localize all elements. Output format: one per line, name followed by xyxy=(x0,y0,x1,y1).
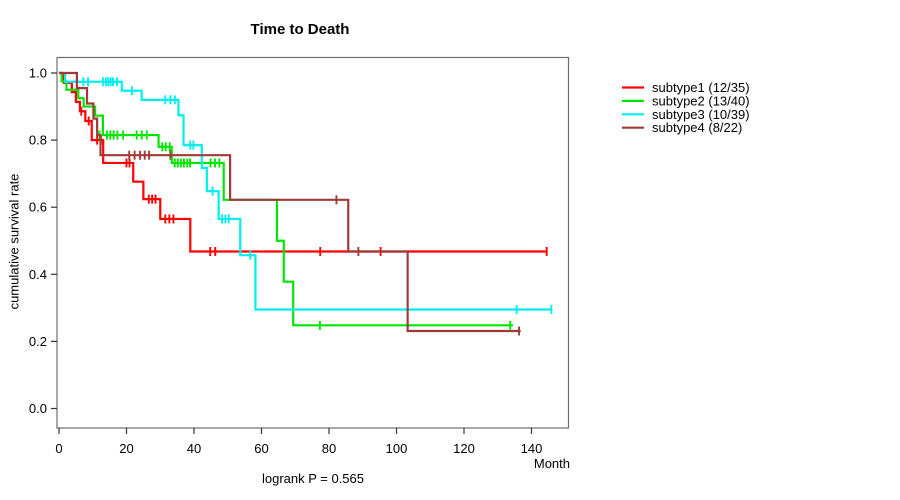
legend-label-subtype3: subtype3 (10/39) xyxy=(652,107,750,122)
x-tick-label: 140 xyxy=(521,441,543,456)
logrank-pvalue-note: logrank P = 0.565 xyxy=(261,471,365,486)
x-axis-label: Month xyxy=(533,456,570,471)
legend-label-subtype4: subtype4 (8/22) xyxy=(652,120,742,135)
survival-curve-subtype1 xyxy=(59,71,547,253)
y-tick-label: 0.8 xyxy=(29,133,47,148)
x-tick-label: 40 xyxy=(187,441,201,456)
y-axis-label: cumulative survival rate xyxy=(6,173,22,310)
legend-label-subtype1: subtype1 (12/35) xyxy=(652,80,750,95)
survival-curve-subtype3 xyxy=(59,71,552,311)
x-tick-label: 120 xyxy=(453,441,475,456)
x-tick-label: 60 xyxy=(254,441,268,456)
plot-box xyxy=(56,56,570,429)
x-tick-label: 20 xyxy=(119,441,133,456)
y-tick-label: 0.4 xyxy=(29,267,47,282)
chart-title: Time to Death xyxy=(250,21,350,38)
survival-curve-subtype4 xyxy=(59,71,521,333)
y-tick-label: 0.0 xyxy=(29,401,47,416)
y-tick-label: 0.6 xyxy=(29,200,47,215)
x-tick-label: 0 xyxy=(55,441,62,456)
survival-curve-subtype2 xyxy=(59,71,513,327)
legend-label-subtype2: subtype2 (13/40) xyxy=(652,93,750,108)
y-tick-label: 0.2 xyxy=(29,334,47,349)
x-tick-label: 80 xyxy=(322,441,336,456)
x-tick-label: 100 xyxy=(386,441,408,456)
y-tick-label: 1.0 xyxy=(29,66,47,81)
